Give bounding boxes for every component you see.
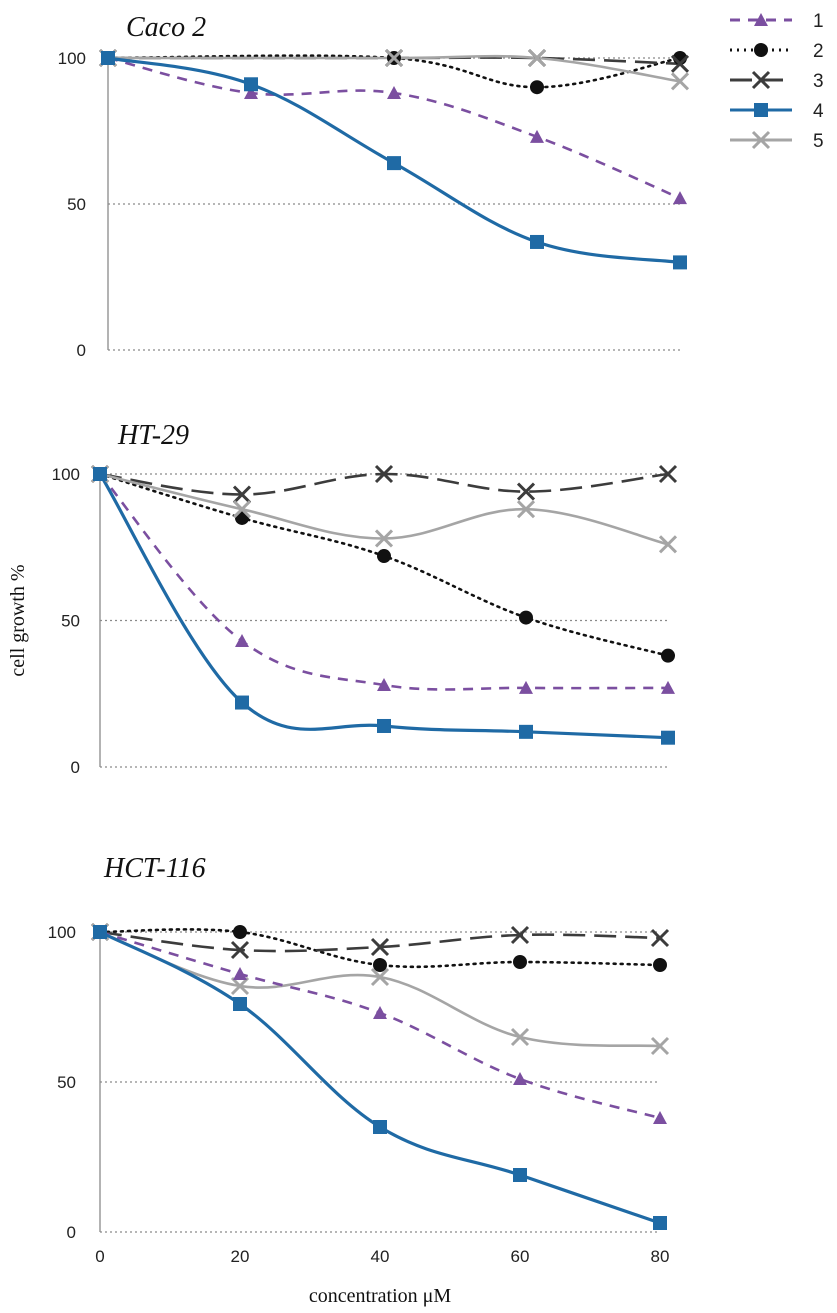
- series-line-5: [99, 472, 669, 546]
- data-point-series-2: [661, 648, 675, 663]
- data-point-series-2: [530, 80, 544, 95]
- legend-label-4: 4: [813, 101, 824, 122]
- data-point-series-1: [244, 86, 258, 100]
- data-point-series-2: [513, 955, 527, 969]
- data-point-series-5: [516, 500, 536, 519]
- data-point-series-4: [653, 1216, 667, 1230]
- x-tick-label: 20: [231, 1247, 250, 1266]
- legend-label-1: 1: [813, 11, 824, 32]
- y-tick-label: 0: [77, 341, 86, 360]
- x-axis-title: concentration μM: [309, 1285, 452, 1307]
- data-point-series-1: [519, 680, 533, 694]
- data-point-series-4: [673, 255, 687, 270]
- data-point-series-4: [244, 77, 258, 92]
- data-point-series-1: [513, 1072, 527, 1085]
- data-point-series-2: [377, 549, 391, 564]
- data-point-series-4: [387, 156, 401, 171]
- data-point-series-1: [387, 86, 401, 100]
- legend-marker-3: [751, 70, 771, 90]
- x-tick-label: 80: [651, 1247, 670, 1266]
- series-line-2: [98, 928, 662, 969]
- data-point-series-2: [653, 958, 667, 972]
- data-point-series-1: [653, 1111, 667, 1124]
- legend-marker-1: [754, 13, 768, 26]
- data-point-series-2: [373, 958, 387, 972]
- data-point-series-4: [93, 925, 107, 939]
- x-tick-label: 60: [511, 1247, 530, 1266]
- data-point-series-4: [235, 695, 249, 710]
- data-point-series-3: [516, 482, 536, 501]
- data-point-series-5: [370, 967, 390, 987]
- x-tick-label: 40: [371, 1247, 390, 1266]
- series-line-3: [99, 472, 669, 496]
- y-tick-label: 50: [61, 612, 80, 631]
- data-point-series-3: [650, 928, 670, 948]
- y-tick-label: 0: [71, 758, 80, 777]
- panel-title-2: HT-29: [117, 420, 189, 451]
- data-point-series-5: [384, 48, 404, 68]
- data-point-series-1: [373, 1006, 387, 1019]
- data-point-series-3: [510, 925, 530, 945]
- data-point-series-5: [232, 500, 252, 519]
- data-point-series-2: [233, 925, 247, 939]
- series-line-4: [98, 473, 669, 740]
- data-point-series-4: [530, 234, 544, 249]
- y-tick-label: 100: [58, 49, 86, 68]
- y-tick-label: 50: [67, 195, 86, 214]
- data-point-series-3: [232, 485, 252, 504]
- data-point-series-3: [370, 937, 390, 957]
- data-point-series-1: [530, 129, 544, 143]
- y-axis-title: cell growth %: [7, 564, 29, 676]
- legend-label-2: 2: [813, 41, 824, 62]
- y-tick-label: 50: [57, 1073, 76, 1092]
- series-line-5: [107, 54, 681, 83]
- data-point-series-1: [661, 680, 675, 694]
- data-point-series-4: [93, 467, 107, 481]
- data-point-series-3: [658, 464, 678, 484]
- legend-label-5: 5: [813, 131, 824, 152]
- data-point-series-5: [670, 72, 690, 91]
- data-point-series-4: [661, 730, 675, 745]
- data-point-series-4: [513, 1168, 527, 1182]
- series-line-1: [99, 473, 669, 691]
- data-point-series-5: [650, 1036, 670, 1056]
- panel-title-1: Caco 2: [126, 12, 206, 43]
- legend-marker-2: [754, 43, 768, 57]
- panel-title-3: HCT-116: [103, 853, 206, 884]
- legend-marker-4: [754, 103, 768, 117]
- data-point-series-4: [519, 724, 533, 739]
- data-point-series-5: [527, 48, 547, 68]
- data-point-series-2: [519, 610, 533, 625]
- data-point-series-3: [230, 940, 250, 960]
- data-point-series-4: [101, 51, 115, 65]
- data-point-series-4: [373, 1120, 387, 1134]
- data-point-series-1: [235, 634, 249, 648]
- data-point-series-4: [377, 718, 391, 733]
- data-point-series-4: [233, 997, 247, 1011]
- data-point-series-1: [233, 967, 247, 980]
- legend-marker-5: [751, 130, 771, 150]
- data-point-series-5: [510, 1027, 530, 1047]
- y-tick-label: 100: [52, 465, 80, 484]
- data-point-series-5: [374, 529, 394, 548]
- data-point-series-3: [374, 464, 394, 484]
- data-point-series-3: [670, 54, 690, 73]
- series-line-2: [106, 54, 682, 89]
- legend-label-3: 3: [813, 71, 824, 92]
- y-tick-label: 100: [48, 923, 76, 942]
- x-tick-label: 0: [95, 1247, 104, 1266]
- data-point-series-5: [658, 535, 678, 554]
- y-tick-label: 0: [67, 1223, 76, 1242]
- data-point-series-1: [377, 677, 391, 691]
- data-point-series-1: [673, 191, 687, 205]
- data-point-series-5: [230, 976, 250, 996]
